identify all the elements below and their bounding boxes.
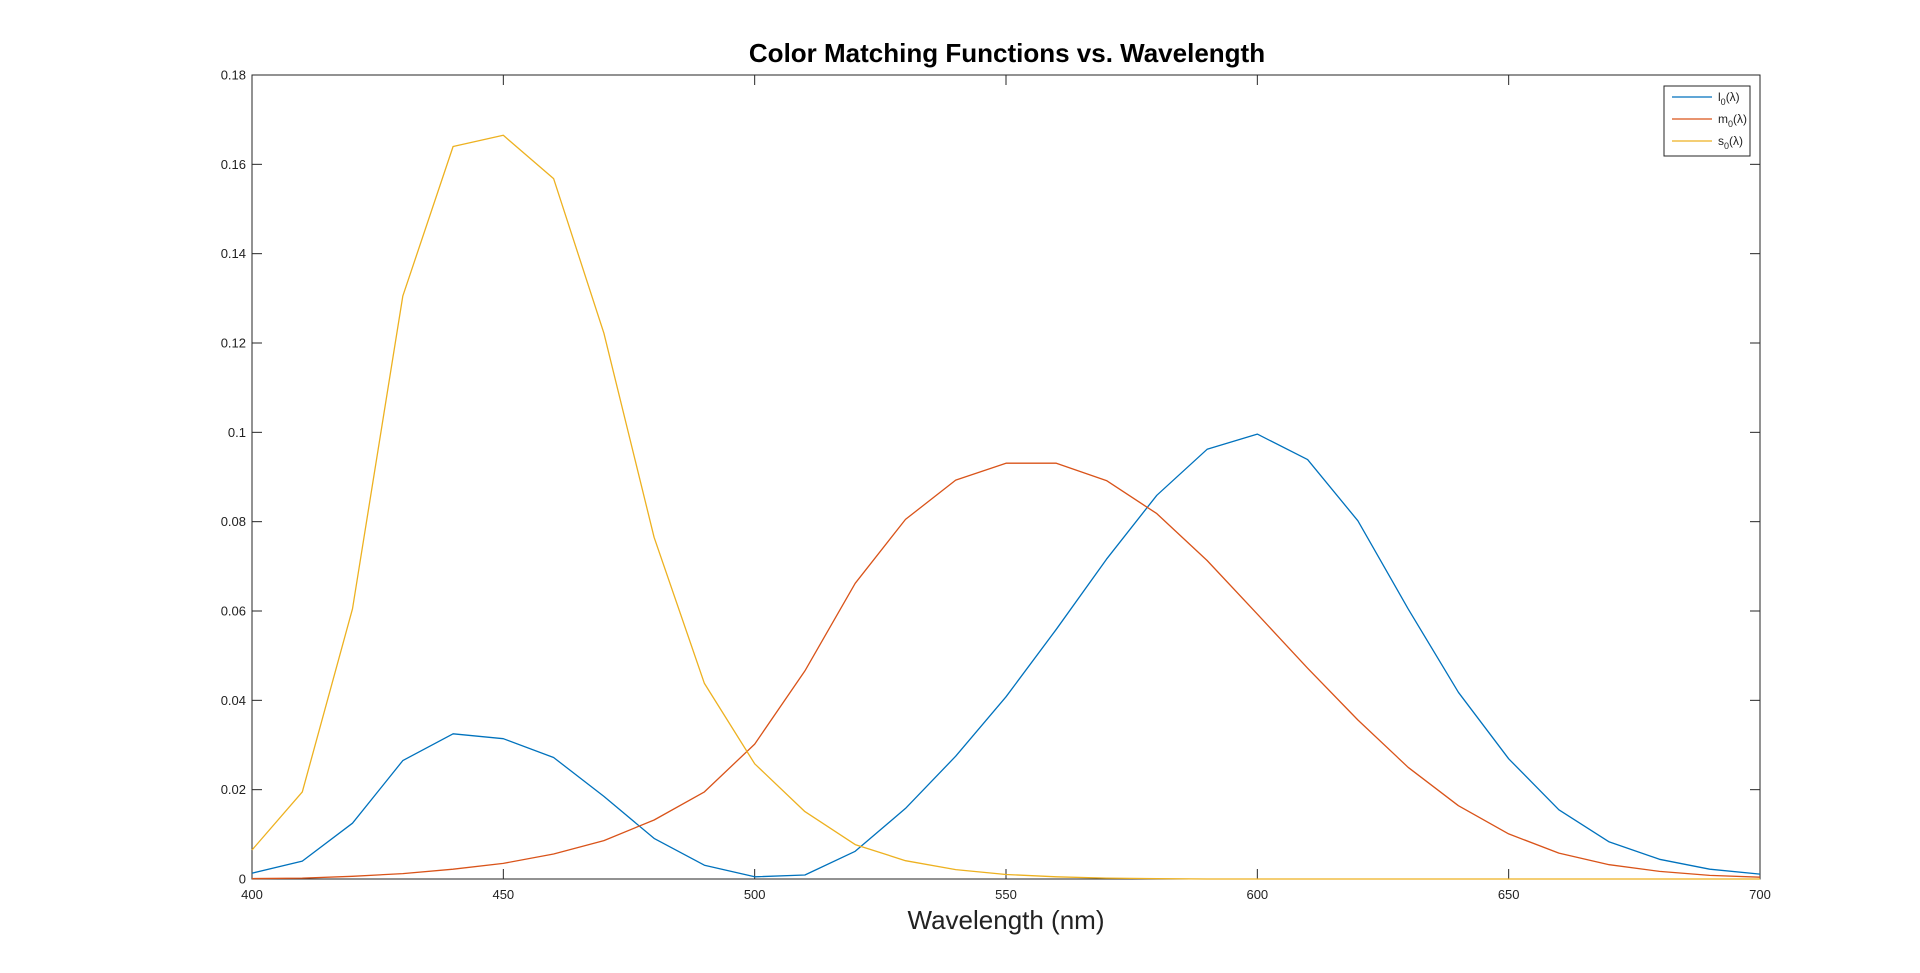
y-tick-label: 0.04: [221, 693, 246, 708]
series-line-l0: [251, 433, 1761, 878]
x-tick-label: 650: [1498, 887, 1520, 902]
legend-entry-subscript: 0: [1724, 141, 1729, 151]
series-line-s0: [251, 134, 1760, 880]
y-tick-label: 0.14: [221, 246, 246, 261]
legend-box: [1663, 85, 1751, 157]
y-tick-label: 0.06: [221, 604, 246, 619]
x-tick-label: 450: [492, 887, 514, 902]
legend-entry-tail: (λ): [1729, 134, 1743, 148]
y-axis-ticks: 0 0.02 0.04 0.06 0.08 0.1 0.12 0.14 0.16 0.18: [221, 68, 1760, 887]
plot-area: 400 450 500 550 600 650 700 00.020.040.060.080…: [221, 68, 1771, 903]
x-axis-label: Wavelength (nm): [908, 905, 1105, 935]
x-tick-label: 500: [744, 887, 766, 902]
y-tick-label: 0.16: [221, 157, 246, 172]
legend-entry-base: l: [1718, 90, 1721, 104]
x-tick-label: 600: [1246, 887, 1268, 902]
x-tick-label: 550: [995, 887, 1017, 902]
legend-entry-tail: (λ): [1733, 112, 1747, 126]
legend-entry-subscript: 0: [1721, 97, 1726, 107]
x-tick-label: 700: [1749, 887, 1771, 902]
y-tick-label: 0.08: [221, 514, 246, 529]
y-tick-label: 0: [239, 872, 246, 887]
y-tick-label: 0.18: [221, 68, 246, 83]
y-tick-label: 0.1: [228, 425, 246, 440]
legend-entry-tail: (λ): [1726, 90, 1740, 104]
legend: l0(λ)m0(λ)s0(λ): [1663, 85, 1751, 157]
legend-entry-label: l0(λ): [1718, 90, 1740, 107]
legend-entry-label: s0(λ): [1718, 134, 1743, 151]
series-line-m0: [251, 462, 1761, 880]
legend-entry-base: m: [1718, 112, 1728, 126]
series-lines: [251, 134, 1761, 880]
chart-title: Color Matching Functions vs. Wavelength: [749, 38, 1265, 68]
x-axis-ticks: 400 450 500 550 600 650 700: [241, 75, 1771, 902]
axes-box: [251, 74, 1761, 880]
x-tick-label: 400: [241, 887, 263, 902]
legend-entry-base: s: [1718, 134, 1724, 148]
y-tick-label: 0.02: [221, 782, 246, 797]
legend-entry-subscript: 0: [1728, 119, 1733, 129]
legend-entry-label: m0(λ): [1718, 112, 1747, 129]
y-tick-label: 0.12: [221, 336, 246, 351]
